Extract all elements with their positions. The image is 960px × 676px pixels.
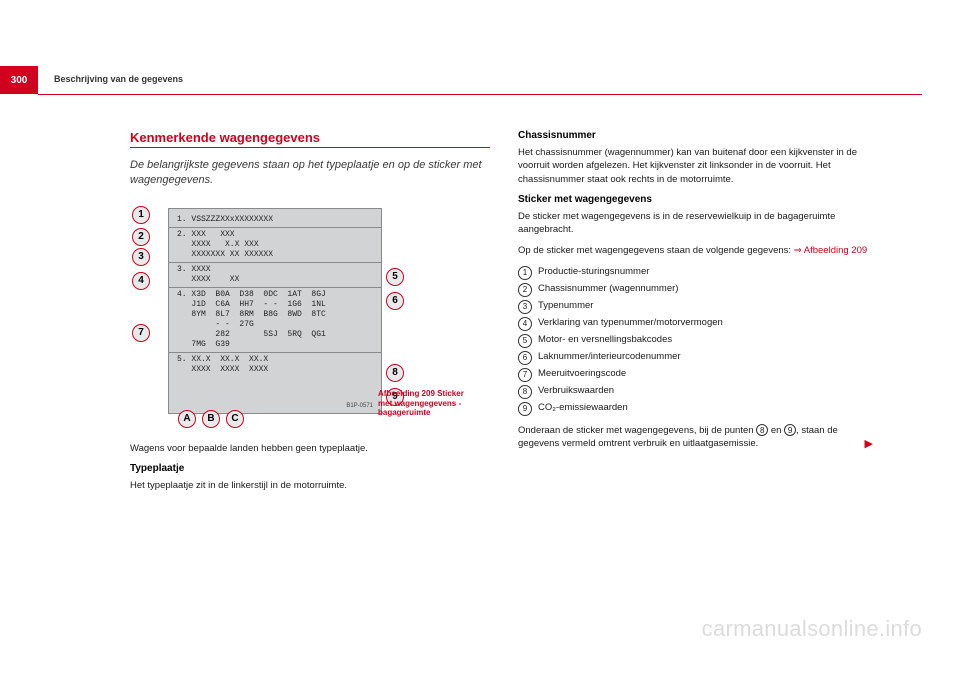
callout-7: 7 — [132, 324, 150, 342]
legend-number: 5 — [518, 334, 532, 348]
legend-item: 3 Typenummer — [518, 300, 873, 314]
callout-a: A — [178, 410, 196, 428]
legend-item: 1 Productie-sturingsnummer — [518, 266, 873, 280]
footer-text: Onderaan de sticker met wagengegevens, b… — [518, 424, 873, 451]
inline-ref-9: 9 — [784, 424, 796, 436]
subheading-sticker: Sticker met wagengegevens — [518, 194, 873, 205]
sticker-graphic: 1. VSSZZZXXxXXXXXXXX 2. XXX XXX XXXX X.X… — [168, 208, 382, 414]
sticker-line: 282 5SJ 5RQ QG1 — [177, 330, 373, 340]
callout-1: 1 — [132, 206, 150, 224]
footer-span: en — [768, 425, 784, 436]
legend-text: Meeruitvoeringscode — [538, 368, 626, 379]
body-text: Op de sticker met wagengegevens staan de… — [518, 244, 873, 257]
legend-item: 8 Verbruikswaarden — [518, 385, 873, 399]
watermark: carmanualsonline.info — [702, 616, 922, 642]
legend-number: 8 — [518, 385, 532, 399]
running-title: Beschrijving van de gegevens — [54, 74, 183, 84]
sticker-line: 8YM 8L7 8RM B8G 8WD 8TC — [177, 310, 373, 320]
legend-text: Laknummer/interieurcodenummer — [538, 351, 681, 362]
image-reference: B1P-0571 — [346, 403, 373, 411]
footer-span: Onderaan de sticker met wagengegevens, b… — [518, 425, 756, 436]
sticker-line: J1D C6A HH7 - - 1G6 1NL — [177, 300, 373, 310]
callout-c: C — [226, 410, 244, 428]
intro-text: De belangrijkste gegevens staan op het t… — [130, 158, 490, 188]
body-text: Het chassisnummer (wagennummer) kan van … — [518, 146, 873, 186]
note-text: Wagens voor bepaalde landen hebben geen … — [130, 442, 490, 455]
body-span: Op de sticker met wagengegevens staan de… — [518, 245, 794, 256]
legend-text: Chassisnummer (wagennummer) — [538, 283, 678, 294]
sticker-line: XXXX X.X XXX — [177, 240, 373, 250]
legend-text: Typenummer — [538, 300, 593, 311]
sticker-line: - - 27G — [177, 320, 373, 330]
legend-text: Verklaring van typenummer/motorvermogen — [538, 317, 723, 328]
callout-8: 8 — [386, 364, 404, 382]
section-heading: Kenmerkende wagengegevens — [130, 130, 490, 148]
legend-text: Motor- en versnellingsbakcodes — [538, 334, 672, 345]
callout-b: B — [202, 410, 220, 428]
legend-item: 5 Motor- en versnellingsbakcodes — [518, 334, 873, 348]
page-number-tab: 300 — [0, 66, 38, 94]
legend-number: 6 — [518, 351, 532, 365]
legend-item: 2 Chassisnummer (wagennummer) — [518, 283, 873, 297]
subheading-typeplaatje: Typeplaatje — [130, 463, 490, 474]
callout-2: 2 — [132, 228, 150, 246]
figure-caption: Afbeelding 209 Sticker met wagengegevens… — [378, 389, 478, 418]
callout-6: 6 — [386, 292, 404, 310]
body-text: De sticker met wagengegevens is in de re… — [518, 210, 873, 237]
sticker-line: 2. XXX XXX — [177, 230, 373, 240]
legend-number: 1 — [518, 266, 532, 280]
figure-209: 1. VSSZZZXXxXXXXXXXX 2. XXX XXX XXXX X.X… — [130, 202, 430, 424]
inline-ref-8: 8 — [756, 424, 768, 436]
sticker-line: XXXXXXX XX XXXXXX — [177, 250, 373, 260]
right-column: Chassisnummer Het chassisnummer (wagennu… — [518, 130, 873, 500]
sticker-line: 5. XX.X XX.X XX.X — [177, 355, 373, 365]
legend-number: 2 — [518, 283, 532, 297]
continue-arrow-icon: ▶ — [865, 437, 873, 452]
legend-list: 1 Productie-sturingsnummer 2 Chassisnummer… — [518, 266, 873, 416]
body-text: Het typeplaatje zit in de linkerstijl in… — [130, 479, 490, 492]
sticker-line: 4. X3D B0A D38 0DC 1AT 8GJ — [177, 290, 373, 300]
callout-3: 3 — [132, 248, 150, 266]
legend-text: Verbruikswaarden — [538, 385, 614, 396]
content-area: Kenmerkende wagengegevens De belangrijks… — [130, 130, 890, 500]
legend-text: Productie-sturingsnummer — [538, 266, 649, 277]
legend-item: 9 CO₂-emissiewaarden — [518, 402, 873, 416]
figure-reference: ⇒ Afbeelding 209 — [794, 245, 867, 256]
legend-number: 4 — [518, 317, 532, 331]
legend-item: 7 Meeruitvoeringscode — [518, 368, 873, 382]
sticker-line: XXXX XXXX XXXX — [177, 365, 373, 375]
callout-4: 4 — [132, 272, 150, 290]
sticker-line: XXXX XX — [177, 275, 373, 285]
sticker-line: 7MG G39 — [177, 340, 373, 350]
callout-5: 5 — [386, 268, 404, 286]
header-divider — [38, 94, 922, 95]
sticker-line: 1. VSSZZZXXxXXXXXXXX — [177, 215, 373, 225]
legend-item: 6 Laknummer/interieurcodenummer — [518, 351, 873, 365]
legend-item: 4 Verklaring van typenummer/motorvermogen — [518, 317, 873, 331]
legend-text: CO₂-emissiewaarden — [538, 402, 628, 413]
subheading-chassisnummer: Chassisnummer — [518, 130, 873, 141]
legend-number: 3 — [518, 300, 532, 314]
left-column: Kenmerkende wagengegevens De belangrijks… — [130, 130, 490, 500]
sticker-line: 3. XXXX — [177, 265, 373, 275]
legend-number: 7 — [518, 368, 532, 382]
legend-number: 9 — [518, 402, 532, 416]
